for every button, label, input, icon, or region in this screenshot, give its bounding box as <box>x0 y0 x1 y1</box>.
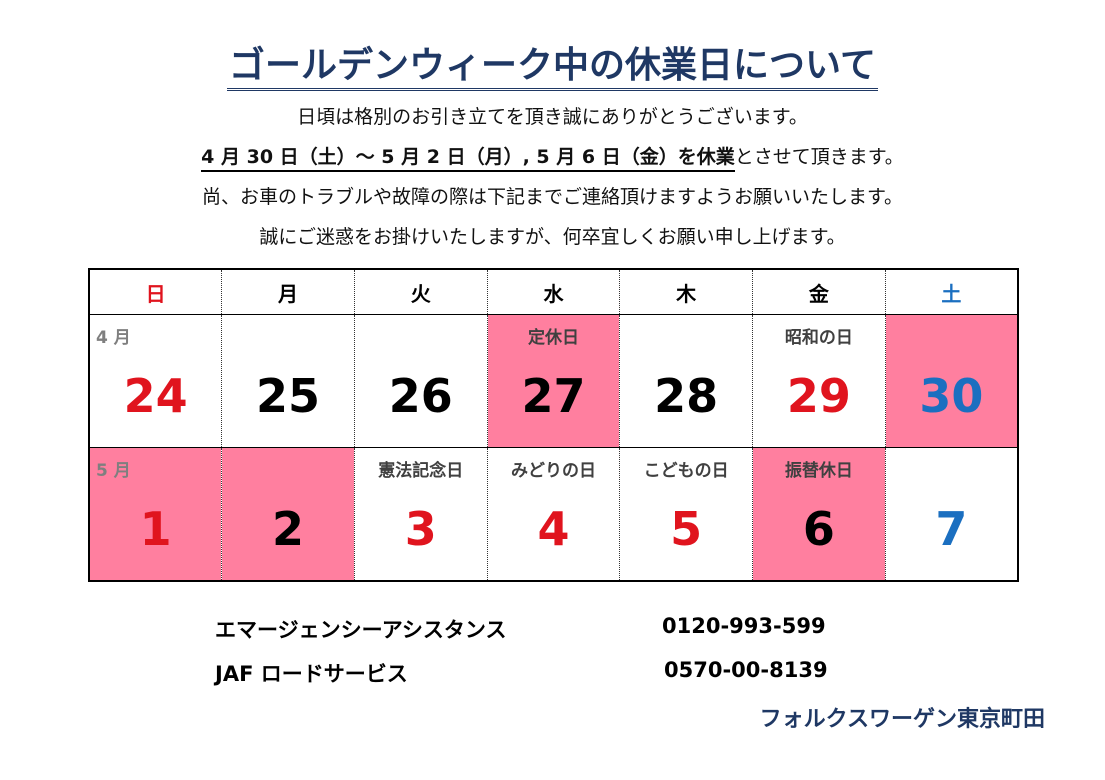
weekday-header-row: 日 月 火 水 木 金 土 <box>88 269 1019 315</box>
day-label: 憲法記念日 <box>378 461 464 481</box>
day-label: 定休日 <box>527 328 579 348</box>
day-cell: 憲法記念日 3 <box>353 447 488 582</box>
day-number: 30 <box>919 369 984 423</box>
contact-name-jaf: JAF ロードサービス <box>215 662 408 686</box>
day-cell-closed: 30 <box>884 314 1019 448</box>
day-cell: 26 <box>353 314 488 448</box>
day-number: 28 <box>654 369 719 423</box>
day-label: みどりの日 <box>510 461 596 481</box>
day-number: 4 <box>537 502 570 556</box>
weekday-mon: 月 <box>221 269 355 315</box>
day-cell: 4 月 24 <box>88 314 223 448</box>
contact-name-emergency: エマージェンシーアシスタンス <box>215 618 507 642</box>
day-cell: 昭和の日 29 <box>752 314 886 448</box>
day-label: 振替休日 <box>784 461 853 481</box>
day-number: 5 <box>670 502 703 556</box>
day-cell: こどもの日 5 <box>619 447 754 582</box>
day-label: 昭和の日 <box>784 328 853 348</box>
intro-line-2: 4 月 30 日（土）～ 5 月 2 日（月）, 5 月 6 日（金）を休業とさ… <box>0 142 1105 172</box>
dealer-name: フォルクスワーゲン東京町田 <box>759 707 1045 732</box>
intro-line-4: 誠にご迷惑をお掛けいたしますが、何卒宜しくお願い申し上げます。 <box>259 226 846 248</box>
day-cell: 7 <box>884 447 1019 582</box>
closure-dates: 4 月 30 日（土）～ 5 月 2 日（月）, 5 月 6 日（金）を休業 <box>201 146 735 172</box>
contact-phone-emergency[interactable]: 0120-993-599 <box>662 614 826 638</box>
day-cell: 28 <box>619 314 754 448</box>
day-number: 24 <box>123 369 188 423</box>
day-number: 7 <box>935 502 968 556</box>
day-cell: みどりの日 4 <box>486 447 621 582</box>
weekday-sun: 日 <box>88 269 223 315</box>
contact-phone-jaf[interactable]: 0570-00-8139 <box>664 658 828 682</box>
weekday-wed: 水 <box>486 269 621 315</box>
intro-line-1: 日頃は格別のお引き立てを頂き誠にありがとうございます。 <box>297 106 808 128</box>
day-cell-closed: 定休日 27 <box>486 314 621 448</box>
day-cell-closed: 2 <box>221 447 355 582</box>
day-cell: 25 <box>221 314 355 448</box>
day-number: 3 <box>404 502 437 556</box>
day-cell-closed: 5 月 1 <box>88 447 223 582</box>
page-title: ゴールデンウィーク中の休業日について <box>0 36 1105 91</box>
day-number: 25 <box>256 369 321 423</box>
weekday-thu: 木 <box>619 269 754 315</box>
day-number: 29 <box>786 369 851 423</box>
calendar-week-2: 5 月 1 2 憲法記念日 3 みどりの日 4 こどもの日 5 振替休日 6 7 <box>88 447 1019 582</box>
intro-line-3: 尚、お車のトラブルや故障の際は下記までご連絡頂けますようお願いいたします。 <box>201 186 904 208</box>
intro-line-2-rest: とさせて頂きます。 <box>734 146 904 168</box>
day-number: 2 <box>272 502 305 556</box>
day-number: 26 <box>388 369 453 423</box>
weekday-sat: 土 <box>884 269 1019 315</box>
holiday-calendar: 日 月 火 水 木 金 土 4 月 24 25 26 定休日 27 28 昭和の… <box>88 268 1019 582</box>
day-number: 6 <box>802 502 835 556</box>
month-label: 4 月 <box>96 328 131 348</box>
day-number: 1 <box>139 502 172 556</box>
day-label: こどもの日 <box>643 461 729 481</box>
month-label: 5 月 <box>96 461 131 481</box>
day-cell-closed: 振替休日 6 <box>752 447 886 582</box>
weekday-tue: 火 <box>353 269 488 315</box>
page-title-text: ゴールデンウィーク中の休業日について <box>227 45 878 91</box>
calendar-week-1: 4 月 24 25 26 定休日 27 28 昭和の日 29 30 <box>88 314 1019 448</box>
day-number: 27 <box>521 369 586 423</box>
weekday-fri: 金 <box>752 269 886 315</box>
